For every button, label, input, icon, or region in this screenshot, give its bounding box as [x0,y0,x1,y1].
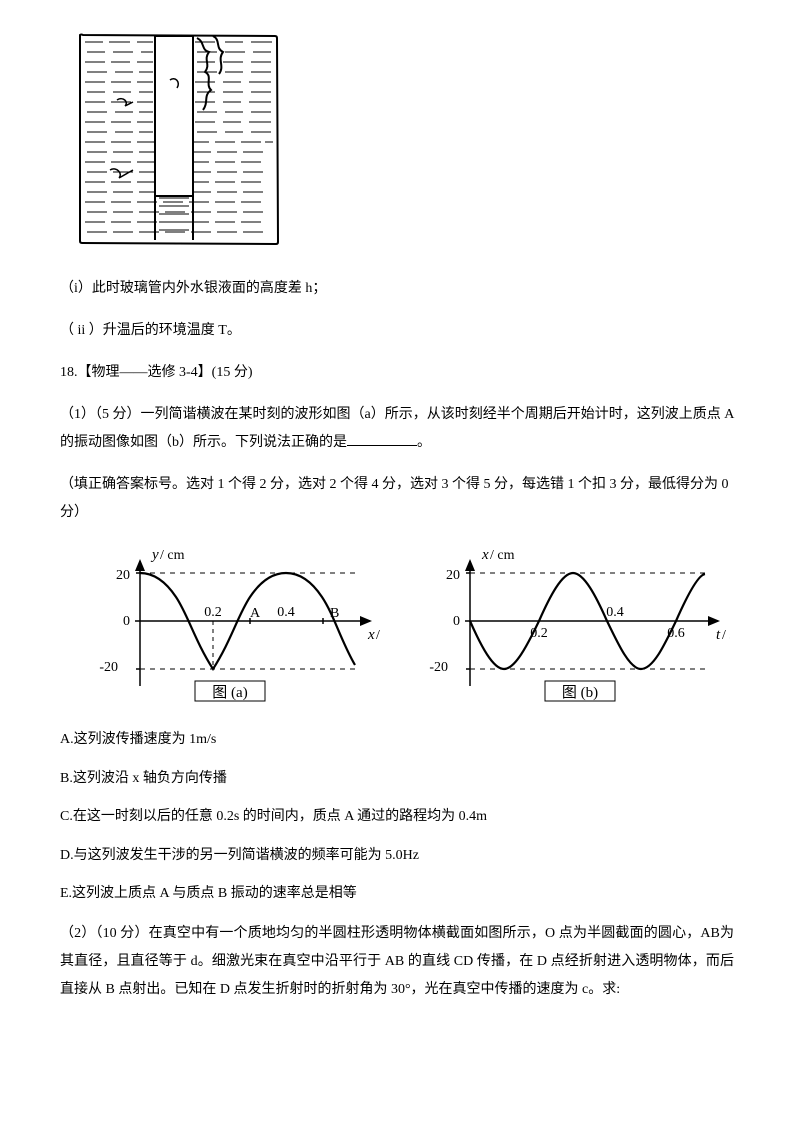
option-B: B.这列波沿 x 轴负方向传播 [60,766,734,793]
q18-blank-suffix: 。 [417,435,431,450]
wave-graphs-row: 20 0 -20 0.2 0.4 A B [90,541,734,711]
svg-text:/ cm: / cm [490,548,515,563]
q18-scoring: （填正确答案标号。选对 1 个得 2 分，选对 2 个得 4 分，选对 3 个得… [60,471,734,527]
svg-text:A: A [250,606,261,621]
svg-text:y: y [150,547,159,563]
option-A: A.这列波传播速度为 1m/s [60,727,734,754]
svg-text:0.2: 0.2 [204,605,222,620]
mercury-tube-figure [75,30,734,255]
svg-text:图 (a): 图 (a) [212,684,247,701]
svg-text:20: 20 [446,568,460,583]
svg-text:-20: -20 [99,660,118,675]
svg-text:20: 20 [116,568,130,583]
option-D: D.与这列波发生干涉的另一列简谐横波的频率可能为 5.0Hz [60,843,734,870]
q-ii-line: （ ii ）升温后的环境温度 T。 [60,317,734,345]
svg-text:x: x [481,547,489,563]
graph-a: 20 0 -20 0.2 0.4 A B [90,541,380,711]
svg-text:/ cm: / cm [160,548,185,563]
answer-blank[interactable] [347,431,417,446]
svg-text:-20: -20 [429,660,448,675]
svg-text:0.4: 0.4 [277,605,295,620]
mercury-tube-svg [75,30,285,250]
graph-b: 20 0 -20 0.2 0.4 0.6 x / cm t / s 图 (b) [420,541,730,711]
svg-text:图 (b): 图 (b) [562,684,598,701]
option-E: E.这列波上质点 A 与质点 B 振动的速率总是相等 [60,881,734,908]
svg-text:0: 0 [123,614,130,629]
svg-text:0: 0 [453,614,460,629]
option-C: C.在这一时刻以后的任意 0.2s 的时间内，质点 A 通过的路程均为 0.4m [60,804,734,831]
q18-header: 18.【物理——选修 3-4】(15 分) [60,359,734,387]
q18-part2-text: （2）（10 分）在真空中有一个质地均匀的半圆柱形透明物体横截面如图所示，O 点… [60,920,734,1004]
svg-text:/ cm: / cm [376,628,380,643]
q-i-line: （i）此时玻璃管内外水银液面的高度差 h； [60,275,734,303]
svg-text:0.4: 0.4 [606,605,624,620]
svg-text:/ s: / s [722,628,730,643]
svg-text:t: t [716,627,721,643]
svg-text:x: x [367,627,375,643]
q18-part1-text: （1）（5 分）一列简谐横波在某时刻的波形如图（a）所示，从该时刻经半个周期后开… [60,401,734,457]
